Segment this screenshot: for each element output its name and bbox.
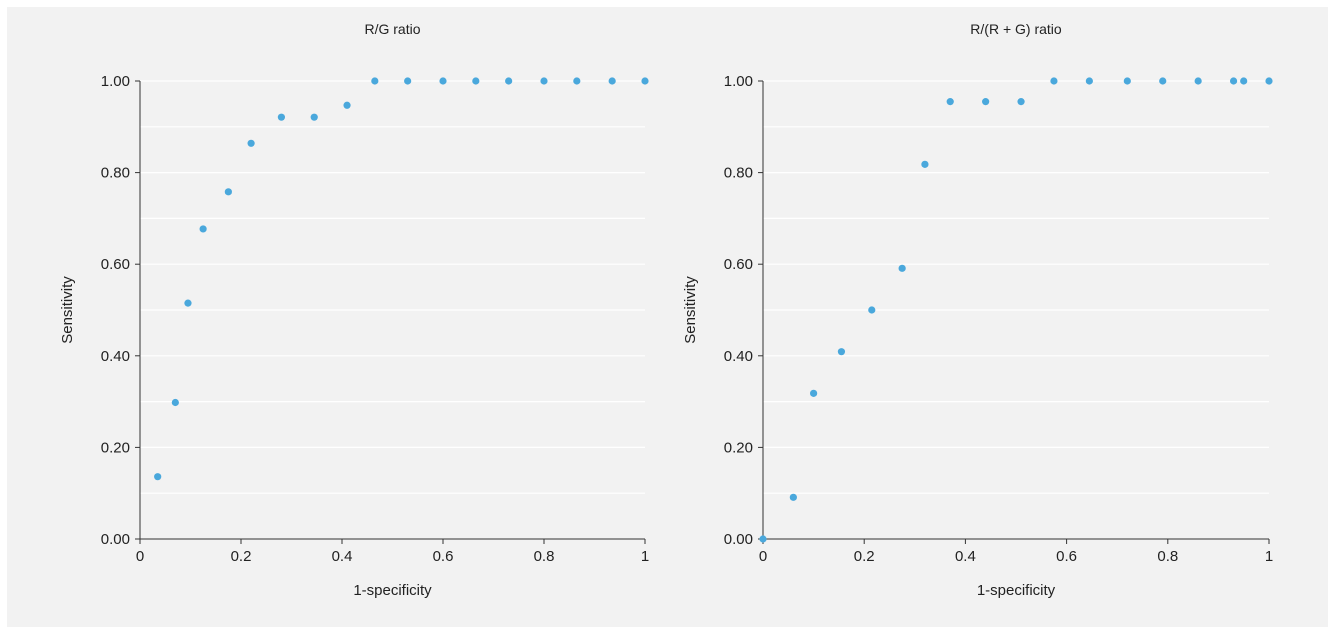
chart1-x-tick-label: 0.4 <box>332 548 353 565</box>
chart1-x-axis-label: 1-specificity <box>353 582 432 599</box>
chart2-y-tick-label: 1.00 <box>724 73 753 90</box>
chart2-data-point <box>1240 77 1248 85</box>
chart1-x-tick-label: 0.6 <box>433 548 454 565</box>
chart2-data-point <box>1123 77 1131 85</box>
chart2-x-axis-label: 1-specificity <box>977 582 1056 599</box>
chart1-title: R/G ratio <box>364 21 420 37</box>
chart1-data-point <box>641 77 649 85</box>
chart2-data-point <box>898 264 906 272</box>
chart2-data-point <box>837 348 846 356</box>
chart2-y-tick-label: 0.60 <box>724 256 753 273</box>
chart1-data-point <box>310 113 318 121</box>
chart1-data-point <box>439 77 447 85</box>
chart1-data-point <box>371 77 379 85</box>
chart1-data-point <box>184 299 192 307</box>
chart2-data-point <box>1050 77 1058 85</box>
chart2-data-point <box>1194 77 1202 85</box>
chart1-y-tick-label: 0.00 <box>101 531 130 548</box>
chart2-data-point <box>868 306 876 314</box>
chart1-y-tick-label: 0.80 <box>101 165 130 182</box>
chart1-data-point <box>573 77 581 85</box>
chart2-y-tick-label: 0.80 <box>724 165 753 182</box>
figure: R/G ratio 0.00 0.20 0.40 0.60 0.80 1.00 0 0.2 0.4… <box>7 7 1328 627</box>
chart1-data-point <box>472 77 480 85</box>
chart2-data-point <box>982 98 990 106</box>
chart1-data-point <box>171 398 179 407</box>
chart1-data-point <box>608 77 616 85</box>
chart2-data-point <box>759 535 767 543</box>
chart1-data-point <box>224 188 232 196</box>
chart1-data-point <box>247 139 255 147</box>
chart2-x-tick-label: 1 <box>1265 548 1273 565</box>
chart2-y-tick-label: 0.00 <box>724 531 753 548</box>
chart2-data-point <box>810 389 818 397</box>
chart2-x-tick-label: 0.4 <box>955 548 976 565</box>
chart1-x-tick-label: 0 <box>136 548 144 565</box>
chart1-y-tick-label: 1.00 <box>101 73 130 90</box>
chart2-title: R/(R + G) ratio <box>970 21 1062 37</box>
chart2-x-tick-label: 0.6 <box>1056 548 1077 565</box>
chart2-data-point <box>1017 98 1025 106</box>
chart1-y-tick-label: 0.20 <box>101 439 130 456</box>
chart2-y-tick-label: 0.40 <box>724 348 753 365</box>
chart1-y-tick-label: 0.40 <box>101 348 130 365</box>
chart1-data-point <box>343 101 351 109</box>
chart2-x-tick-label: 0 <box>759 548 767 565</box>
chart1-data-point <box>404 77 412 85</box>
chart2-data-point <box>789 493 797 501</box>
chart1-data-point <box>505 77 513 85</box>
chart2-data-point <box>1085 77 1093 85</box>
chart2-y-axis-label: Sensitivity <box>682 276 699 344</box>
chart2-data-point <box>1265 77 1273 85</box>
chart2-data-point <box>921 160 929 168</box>
chart1-y-tick-label: 0.60 <box>101 256 130 273</box>
chart1-data-point <box>154 473 162 481</box>
chart2-data-point <box>1159 77 1167 85</box>
chart1-data-point <box>277 113 285 121</box>
chart2-data-point <box>946 98 954 106</box>
chart1-y-axis-label: Sensitivity <box>59 276 76 344</box>
chart2-y-tick-label: 0.20 <box>724 439 753 456</box>
chart1-x-tick-label: 1 <box>641 548 649 565</box>
chart2-x-tick-label: 0.8 <box>1157 548 1178 565</box>
chart1-x-tick-label: 0.2 <box>231 548 252 565</box>
chart1-data-point <box>540 77 548 85</box>
chart1-x-tick-label: 0.8 <box>534 548 555 565</box>
chart1-data-point <box>199 225 207 233</box>
chart2-data-point <box>1229 77 1238 85</box>
chart2-x-tick-label: 0.2 <box>854 548 875 565</box>
